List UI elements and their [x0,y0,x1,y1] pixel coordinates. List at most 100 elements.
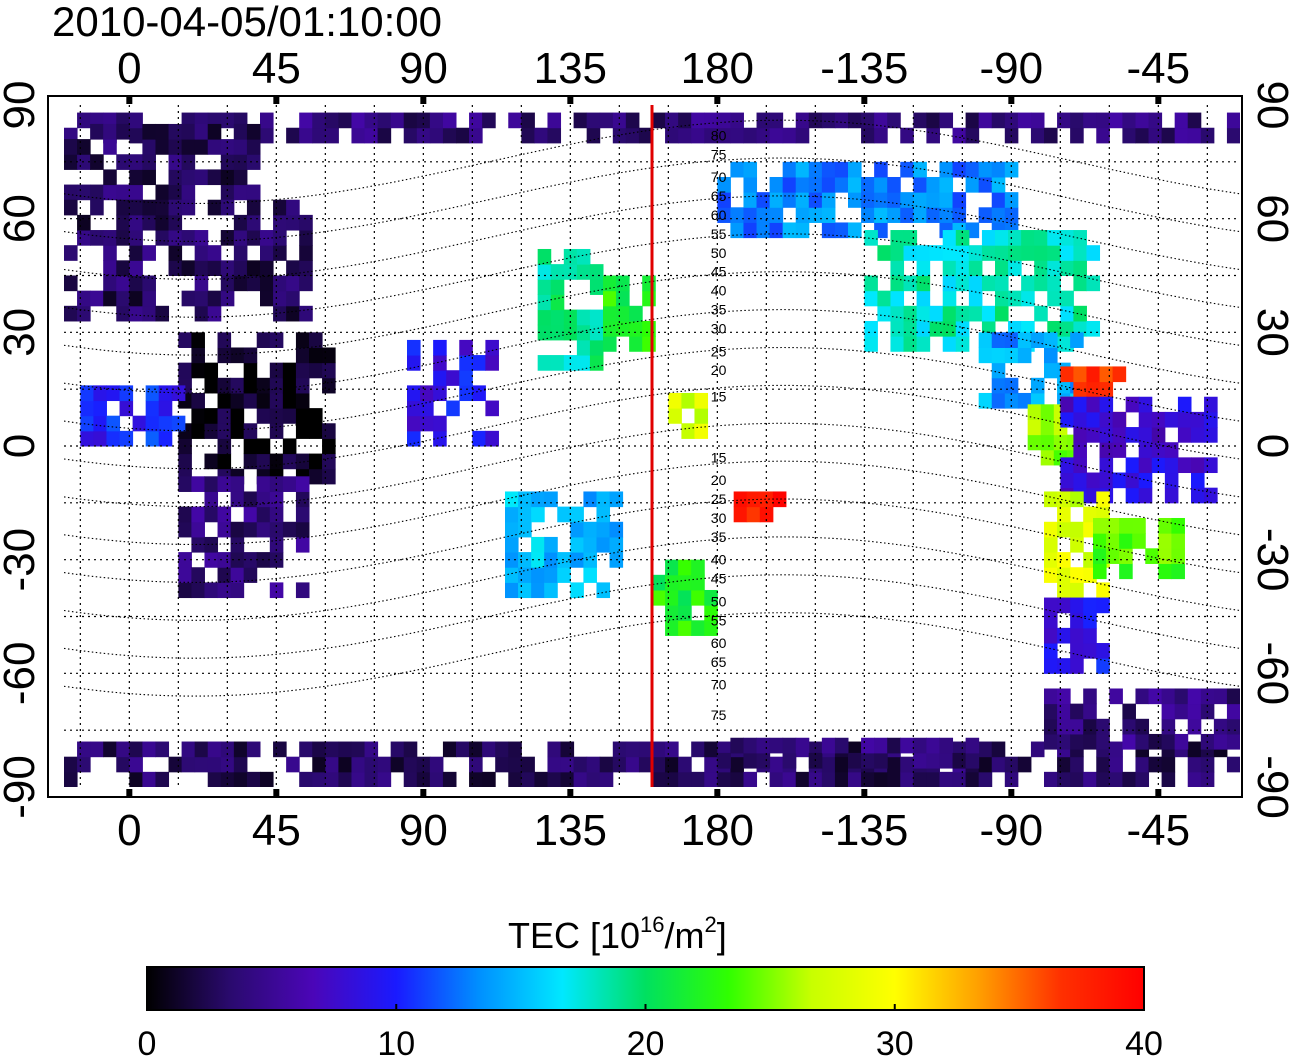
tec-cell [730,737,744,754]
tec-cell [1096,718,1110,735]
tec-cell [407,355,421,371]
tec-cell [1132,533,1146,549]
tec-cell [325,112,339,129]
tec-cell [1171,533,1185,549]
tec-cell [93,415,107,432]
tec-cell [900,737,914,754]
tec-cell [955,336,970,352]
tec-cell [155,741,170,758]
tec-cell [1030,741,1045,758]
tec-cell [1004,771,1019,787]
tec-cell [116,275,130,292]
tec-cell [77,756,91,773]
bottom-lon-tick: -45 [1127,806,1191,855]
tec-cell [158,385,173,402]
tec-cell [116,154,130,170]
tec-cell [848,771,862,787]
tec-cell [678,559,692,576]
bottom-lon-tick: 90 [399,806,448,855]
tec-cell [286,275,300,292]
tec-cell [1034,260,1048,276]
tec-cell [1073,396,1087,413]
tec-cell [282,476,297,492]
tec-cell [106,430,121,447]
plot-title: 2010-04-05/01:10:00 [52,0,442,45]
tec-cell [168,199,183,216]
tec-cell [955,245,970,261]
tec-cell [890,260,905,276]
tec-cell [230,408,245,424]
tec-cell [596,536,611,553]
tec-cell [230,392,245,409]
tec-cell [1044,643,1058,659]
tec-cell [1204,457,1218,474]
tec-cell [129,230,143,246]
tec-cell [204,453,219,470]
colorbar-ticks: 0 10 20 30 40 [138,1004,1163,1057]
tec-cell [204,536,219,553]
tec-cell [233,756,248,773]
right-lat-tick: 0 [1248,434,1292,458]
tec-cell [309,408,323,424]
tec-cell [390,756,405,773]
tec-cell [217,521,232,538]
tec-cell [929,305,944,322]
tec-region [178,476,310,599]
tec-cell [390,112,405,129]
tec-cell [652,589,666,606]
tec-cell [158,415,173,432]
tec-cell [981,230,996,246]
tec-cell [1044,718,1058,735]
tec-cell [505,506,519,523]
tec-cell [603,275,617,292]
tec-cell [505,536,519,553]
tec-cell [665,559,679,576]
tec-cell [573,771,588,787]
tec-cell [269,552,284,568]
tec-cell [861,752,875,769]
tec-cell [665,127,679,144]
tec-cell [733,506,748,523]
tec-cell [129,127,143,144]
tec-cell [90,199,104,216]
contour-label: 30 [711,321,727,337]
tec-cell [168,230,183,246]
tec-cell [743,207,758,223]
tec-cell [916,305,931,322]
tec-cell [312,771,326,787]
tec-cell [1200,688,1215,705]
tec-cell [1070,491,1084,508]
tec-cell [1119,517,1133,534]
tec-cell [1004,192,1019,208]
tec-cell [756,127,771,144]
tec-cell [537,264,552,280]
tec-cell [942,290,957,307]
mag-lat-contour [64,195,1240,280]
tec-cell [155,123,170,140]
tec-cell [981,245,996,261]
tec-cell [282,521,297,538]
tec-cell [691,559,705,576]
tec-cell [260,112,274,129]
tec-cell [864,320,878,337]
tec-cell [1158,517,1172,534]
tec-cell [1070,643,1084,659]
tec-cell [233,230,248,246]
tec-cell [518,582,532,599]
tec-cell [547,127,562,144]
tec-cell [795,127,810,144]
tec-cell [77,139,91,155]
tec-cell [103,169,117,186]
tec-cell [890,320,905,337]
tec-cell [1096,582,1110,599]
magnetic-contours: 80 75 70 65 60 55 50 45 40 35 30 25 20 15 15 20 25 30 35 40… [64,119,1240,723]
tec-cell [145,415,160,432]
contour-label: 75 [711,707,727,723]
tec-cell [665,589,679,606]
tec-cell [1047,260,1061,276]
tec-cell [887,207,901,223]
tec-cell [782,161,797,178]
tec-cell [900,756,914,773]
tec-cell [756,192,771,208]
tec-cell [77,184,91,201]
